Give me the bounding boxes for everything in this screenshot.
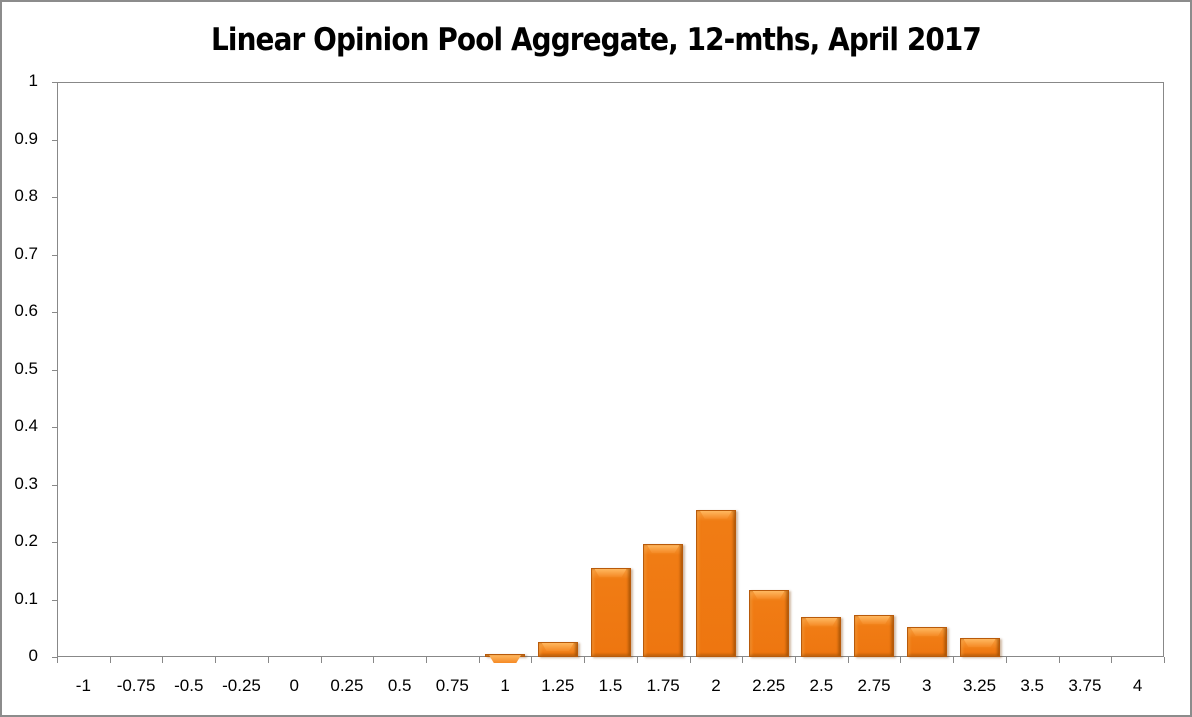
y-tick-mark: [52, 312, 57, 313]
y-tick-mark: [52, 657, 57, 658]
x-tick-mark: [848, 657, 849, 663]
x-tick-label: 1.5: [598, 676, 623, 695]
bar-1.5: [590, 567, 631, 657]
bar-3: [906, 627, 947, 657]
x-tick-label: 1: [500, 676, 510, 695]
bar-3.25: [959, 638, 1000, 657]
x-tick-mark: [268, 657, 269, 663]
x-tick-mark: [953, 657, 954, 663]
bar-1.25: [537, 642, 578, 657]
x-tick-mark: [321, 657, 322, 663]
y-tick-mark: [52, 197, 57, 198]
y-tick-mark: [52, 255, 57, 256]
x-tick-label: -0.5: [174, 676, 204, 695]
y-tick-label: 0.4: [14, 416, 38, 435]
y-tick-label: 0.3: [14, 473, 38, 493]
x-tick-mark: [1111, 657, 1112, 663]
y-tick-mark: [52, 140, 57, 141]
x-tick-label: 0.25: [330, 676, 364, 695]
bar-2.25: [748, 589, 789, 657]
y-tick-label: 0.5: [14, 358, 38, 378]
x-tick-label: 3: [922, 676, 932, 695]
bar-1: [485, 654, 526, 658]
x-tick-label: 0.5: [387, 676, 412, 695]
x-tick-mark: [637, 657, 638, 663]
x-tick-label: 1.75: [646, 676, 680, 695]
y-tick-mark: [52, 485, 57, 486]
x-tick-label: 3.25: [962, 676, 997, 695]
x-tick-mark: [584, 657, 585, 663]
bar-2: [695, 509, 736, 657]
x-tick-label: -0.25: [222, 676, 261, 695]
y-tick-mark: [52, 542, 57, 543]
x-tick-mark: [531, 657, 532, 663]
y-tick-label: 0: [28, 646, 38, 665]
x-tick-label: 3.5: [1020, 676, 1045, 695]
x-tick-mark: [373, 657, 374, 663]
x-tick-label: -0.75: [116, 676, 156, 695]
x-tick-label: -1: [75, 676, 91, 695]
bar-2.5: [801, 616, 842, 657]
x-tick-mark: [900, 657, 901, 663]
chart-title: Linear Opinion Pool Aggregate, 12-mths, …: [211, 22, 982, 58]
x-tick-mark: [1006, 657, 1007, 663]
x-tick-mark: [215, 657, 216, 663]
x-tick-label: 2.5: [809, 676, 834, 695]
x-tick-mark: [426, 657, 427, 663]
x-tick-mark: [1164, 657, 1165, 663]
x-tick-label: 2.75: [857, 676, 891, 695]
x-tick-label: 4: [1132, 676, 1143, 695]
bar-1.75: [643, 544, 684, 657]
y-tick-mark: [52, 370, 57, 371]
x-tick-mark: [742, 657, 743, 663]
x-tick-label: 0.75: [435, 676, 469, 695]
x-tick-mark: [795, 657, 796, 663]
y-tick-label: 0.6: [14, 301, 38, 320]
x-tick-label: 2: [711, 676, 721, 695]
x-tick-mark: [162, 657, 163, 663]
y-tick-label: 0.2: [14, 531, 38, 550]
y-tick-mark: [52, 427, 57, 428]
y-tick-mark: [52, 600, 57, 601]
x-tick-mark: [479, 657, 480, 663]
y-tick-mark: [52, 82, 57, 83]
y-tick-label: 0.7: [14, 243, 38, 263]
x-tick-mark: [1059, 657, 1060, 663]
y-tick-label: 0.1: [14, 588, 38, 608]
y-tick-label: 0.8: [14, 186, 38, 205]
x-tick-mark: [690, 657, 691, 663]
y-tick-label: 1: [28, 71, 38, 90]
x-tick-mark: [57, 657, 58, 663]
x-tick-label: 2.25: [752, 676, 786, 695]
y-tick-label: 0.9: [14, 128, 38, 148]
x-tick-mark: [110, 657, 111, 663]
x-tick-label: 0: [289, 676, 299, 695]
bar-2.75: [854, 615, 895, 657]
x-tick-label: 3.75: [1068, 676, 1102, 695]
x-tick-label: 1.25: [541, 676, 575, 695]
